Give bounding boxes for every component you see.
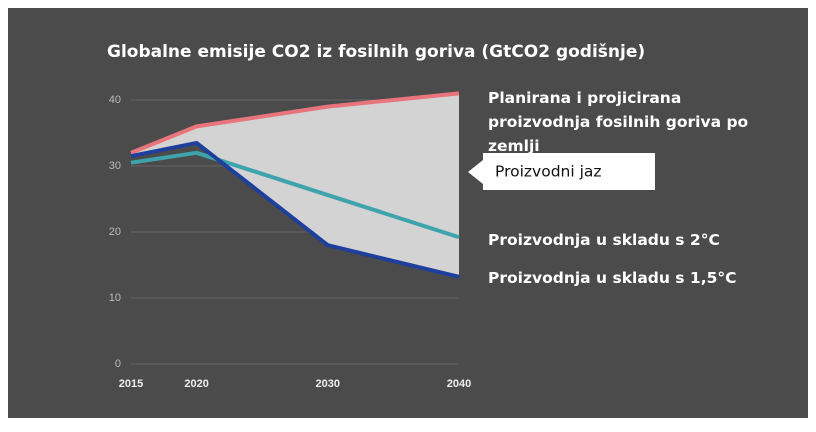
- y-tick-label: 20: [109, 226, 121, 238]
- y-tick-label: 40: [109, 94, 121, 106]
- chart-title: Globalne emisije CO2 iz fosilnih goriva …: [107, 42, 645, 62]
- series-label: Proizvodnja u skladu s 2°C: [488, 231, 720, 249]
- series-line: [130, 150, 460, 240]
- series-line: [130, 91, 460, 155]
- y-tick-label: 10: [109, 292, 121, 304]
- x-tick-label: 2020: [184, 378, 208, 390]
- series-line: [130, 140, 460, 279]
- series-label: Planirana i projicirana proizvodnja fosi…: [488, 89, 749, 155]
- x-tick-label: 2030: [316, 378, 340, 390]
- y-tick-label: 30: [109, 160, 121, 172]
- x-tick-label: 2040: [447, 378, 471, 390]
- gap-label: Proizvodni jaz: [495, 163, 602, 181]
- callout-box: [468, 153, 655, 190]
- series-label: Proizvodnja u skladu s 1,5°C: [488, 269, 737, 287]
- y-tick-label: 0: [115, 358, 121, 370]
- x-tick-label: 2015: [119, 378, 143, 390]
